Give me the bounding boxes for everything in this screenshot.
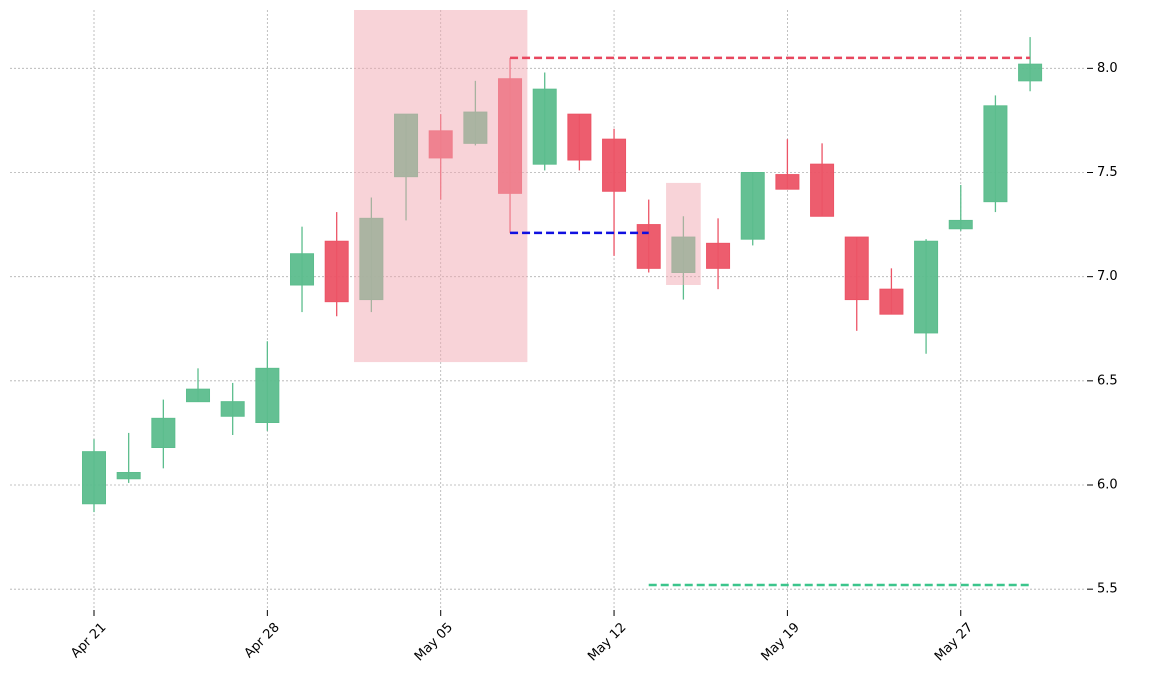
candle-body — [255, 367, 280, 424]
x-tick-label: Apr 28 — [242, 620, 283, 661]
highlight-zone — [354, 10, 528, 363]
candle-body — [290, 253, 315, 286]
candle-body — [602, 138, 627, 192]
candle-body — [220, 401, 245, 417]
x-tick-label: Apr 21 — [68, 620, 109, 661]
y-tick-label: 6.5 — [1097, 373, 1118, 388]
candle-body — [948, 219, 973, 230]
x-tick-label: May 19 — [759, 620, 803, 664]
y-tick-label: 7.5 — [1097, 165, 1118, 180]
candle-body — [532, 88, 557, 165]
x-tick-label: May 27 — [932, 620, 976, 664]
candle-body — [567, 113, 592, 161]
candle-body — [82, 451, 106, 505]
candle-body — [914, 240, 939, 334]
y-tick-label: 5.5 — [1097, 582, 1118, 597]
candle-body — [775, 174, 800, 190]
candle-body — [636, 224, 661, 269]
candle-body — [844, 236, 869, 301]
candle-body — [1018, 63, 1043, 82]
x-tick-label: May 05 — [412, 620, 456, 664]
candle-body — [810, 163, 835, 217]
candle-body — [740, 172, 765, 240]
y-tick-label: 6.0 — [1097, 478, 1118, 493]
y-tick-label: 8.0 — [1097, 61, 1118, 76]
candle-body — [186, 388, 211, 403]
candle-body — [116, 472, 141, 480]
y-tick-label: 7.0 — [1097, 269, 1118, 284]
candle-body — [151, 417, 176, 449]
candle-body — [706, 242, 731, 269]
highlight-zone — [666, 182, 701, 285]
candle-body — [324, 240, 349, 303]
x-tick-label: May 12 — [585, 620, 629, 664]
candle-body — [983, 105, 1008, 203]
candle-body — [879, 288, 904, 315]
